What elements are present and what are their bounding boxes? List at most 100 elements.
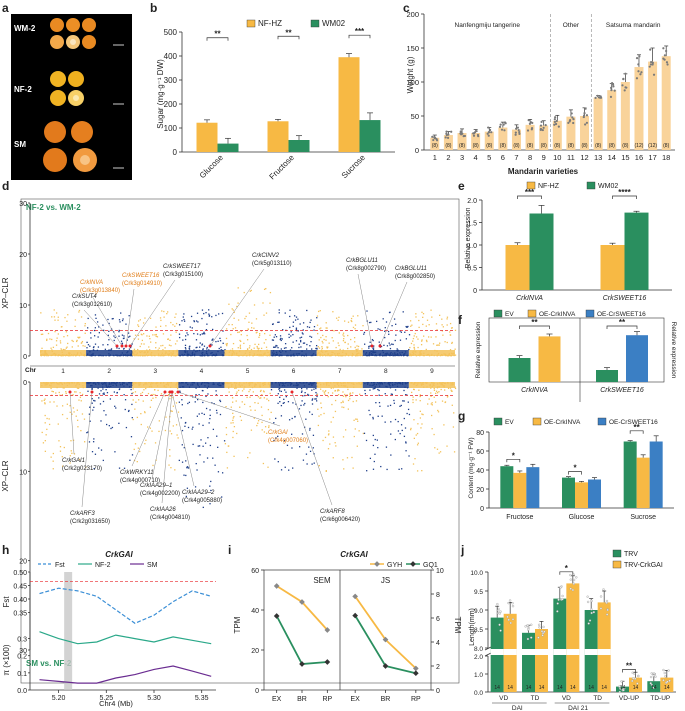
manhattan-point-top [389, 311, 391, 313]
manhattan-point-top [332, 340, 334, 342]
manhattan-point-bottom [168, 464, 170, 466]
manhattan-point-bottom [209, 414, 211, 417]
manhattan-point-top [354, 328, 356, 330]
manhattan-point-bottom [311, 389, 313, 391]
gene-id-bottom: (Crk2g023170) [62, 466, 102, 472]
manhattan-point-top [219, 337, 221, 340]
data-point-c [665, 49, 668, 53]
manhattan-point-bottom [318, 415, 320, 417]
manhattan-point-top [208, 314, 211, 317]
manhattan-point-bottom [93, 406, 95, 409]
manhattan-point-top [316, 317, 318, 319]
manhattan-point-top [328, 342, 330, 344]
bar-c [593, 97, 603, 150]
manhattan-point-bottom [221, 472, 224, 474]
manhattan-point-top [247, 328, 249, 330]
bar-g-OE-CrkINVA [636, 457, 650, 508]
bar-g-OE-CrSWEET16 [588, 479, 601, 508]
manhattan-point-top [368, 345, 370, 348]
group-label-c: Nanfengmiju tangerine [455, 22, 521, 29]
manhattan-point-bottom [346, 394, 348, 396]
data-point-j [620, 680, 623, 683]
manhattan-point-bottom [243, 388, 245, 390]
y-tick-label-b: 400 [164, 52, 178, 61]
data-point-c [663, 58, 666, 61]
y-axis-label-h-top: Fst [2, 596, 11, 608]
manhattan-point-top [84, 322, 86, 325]
manhattan-point-bottom [415, 434, 417, 436]
data-point-j [524, 625, 527, 628]
data-point-c [516, 126, 519, 129]
manhattan-point-bottom [66, 417, 68, 420]
manhattan-point-top [206, 346, 208, 349]
manhattan-point-bottom [403, 389, 405, 392]
manhattan-point-top [321, 340, 323, 343]
manhattan-point-bottom [232, 436, 234, 439]
manhattan-point-bottom [75, 415, 77, 417]
manhattan-point-bottom [143, 389, 145, 391]
manhattan-point-top [246, 339, 249, 341]
manhattan-point-bottom [132, 388, 134, 390]
manhattan-point-bottom [58, 391, 60, 394]
manhattan-point-bottom [114, 405, 116, 407]
manhattan-point-bottom [412, 401, 414, 404]
manhattan-point-bottom [372, 468, 375, 470]
y-tick-label-h-bottom: 0.0 [17, 688, 27, 695]
manhattan-point-bottom [81, 413, 84, 415]
manhattan-band-top [86, 350, 133, 356]
manhattan-point-bottom [430, 414, 433, 417]
manhattan-point-top [337, 342, 339, 344]
data-point-j [499, 610, 502, 613]
manhattan-point-bottom [207, 393, 209, 395]
data-point-c [585, 121, 589, 124]
manhattan-point-bottom [42, 442, 45, 444]
manhattan-point-bottom [187, 426, 190, 429]
manhattan-point-top [318, 347, 321, 349]
y-tick-label-i-left: 60 [251, 568, 259, 575]
manhattan-point-bottom [223, 440, 226, 442]
manhattan-point-bottom [352, 467, 354, 469]
manhattan-point-bottom [59, 446, 62, 448]
manhattan-point-bottom [79, 396, 82, 399]
manhattan-point-top [141, 334, 143, 336]
data-point-c [554, 116, 557, 119]
manhattan-point-bottom [180, 417, 182, 419]
manhattan-point-top [363, 331, 366, 334]
manhattan-point-bottom [379, 405, 381, 407]
manhattan-point-bottom [44, 414, 46, 417]
manhattan-point-bottom [306, 463, 308, 465]
gene-connector-bottom [161, 391, 173, 504]
manhattan-point-bottom [273, 422, 275, 424]
manhattan-point-top [162, 349, 164, 351]
y-tick-label-b: 200 [164, 100, 178, 109]
manhattan-point-bottom [127, 410, 130, 413]
manhattan-point-top [208, 315, 210, 317]
manhattan-point-bottom [247, 456, 249, 459]
manhattan-point-bottom [179, 390, 181, 392]
manhattan-point-bottom [206, 457, 209, 459]
manhattan-point-top [118, 335, 120, 337]
manhattan-point-top [208, 313, 210, 315]
manhattan-point-bottom [438, 452, 440, 454]
x-tick-label-c: 14 [608, 153, 616, 162]
manhattan-point-bottom [417, 442, 419, 444]
manhattan-point-top [208, 309, 210, 311]
manhattan-point-bottom [419, 394, 421, 396]
manhattan-point-top [302, 333, 304, 335]
y-tick-label-manhattan-top: 20 [19, 252, 27, 259]
sample-size-c: (8) [445, 143, 451, 149]
y-tick-label-h-bottom: 0.3 [17, 637, 27, 644]
manhattan-point-top [423, 335, 425, 337]
manhattan-point-top [220, 349, 222, 351]
manhattan-point-bottom [347, 388, 349, 391]
significance-b-label: ** [285, 28, 292, 37]
x-tick-label-g: Fructose [506, 514, 533, 521]
panel-letter-e: e [458, 179, 465, 193]
manhattan-point-top [155, 342, 157, 344]
manhattan-point-top [196, 346, 198, 349]
manhattan-point-top [449, 334, 451, 336]
manhattan-point-bottom [269, 392, 271, 395]
manhattan-point-bottom [143, 411, 146, 413]
manhattan-point-bottom [209, 444, 212, 447]
manhattan-point-bottom [235, 393, 238, 395]
